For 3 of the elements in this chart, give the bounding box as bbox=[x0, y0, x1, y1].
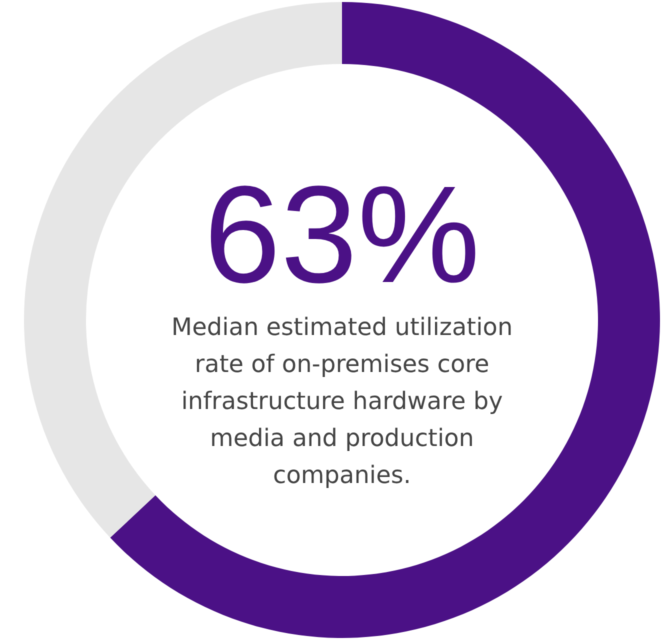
data-label: 63% bbox=[204, 158, 480, 312]
text: Median estimated utilization rate of on-premises core infrastructure hardware by media and production companies. bbox=[171, 313, 513, 489]
donut-slice bbox=[110, 2, 660, 638]
